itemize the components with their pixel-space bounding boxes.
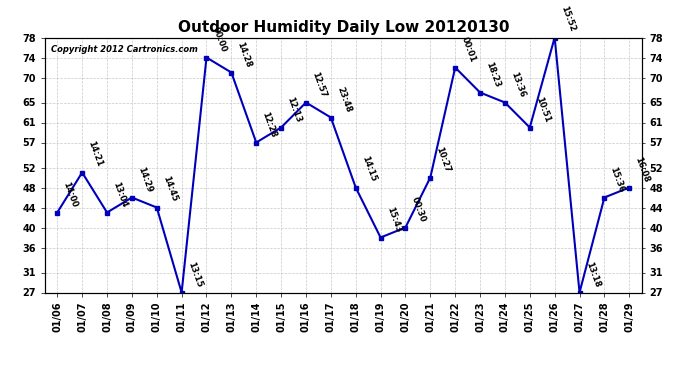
Text: 12:13: 12:13 [285, 95, 303, 123]
Text: 13:18: 13:18 [584, 260, 601, 288]
Text: 12:57: 12:57 [310, 70, 328, 98]
Text: 14:15: 14:15 [360, 155, 377, 183]
Text: 13:36: 13:36 [509, 70, 526, 98]
Text: 18:23: 18:23 [484, 60, 502, 88]
Text: 14:45: 14:45 [161, 175, 179, 203]
Text: 12:28: 12:28 [260, 110, 278, 138]
Text: 15:36: 15:36 [609, 165, 626, 194]
Text: 00:00: 00:00 [210, 26, 228, 53]
Text: 10:51: 10:51 [534, 95, 551, 123]
Text: 15:43: 15:43 [385, 205, 402, 233]
Text: 00:30: 00:30 [410, 195, 427, 223]
Text: 16:08: 16:08 [633, 155, 651, 183]
Text: 14:00: 14:00 [61, 180, 79, 209]
Text: 15:52: 15:52 [559, 5, 576, 33]
Title: Outdoor Humidity Daily Low 20120130: Outdoor Humidity Daily Low 20120130 [177, 20, 509, 35]
Text: 14:28: 14:28 [235, 40, 253, 68]
Text: 10:27: 10:27 [435, 145, 452, 173]
Text: 13:15: 13:15 [186, 260, 204, 288]
Text: 23:48: 23:48 [335, 85, 353, 113]
Text: Copyright 2012 Cartronics.com: Copyright 2012 Cartronics.com [51, 45, 198, 54]
Text: 13:04: 13:04 [111, 180, 129, 209]
Text: 00:01: 00:01 [460, 35, 477, 63]
Text: 14:21: 14:21 [86, 140, 104, 168]
Text: 14:29: 14:29 [136, 165, 154, 194]
